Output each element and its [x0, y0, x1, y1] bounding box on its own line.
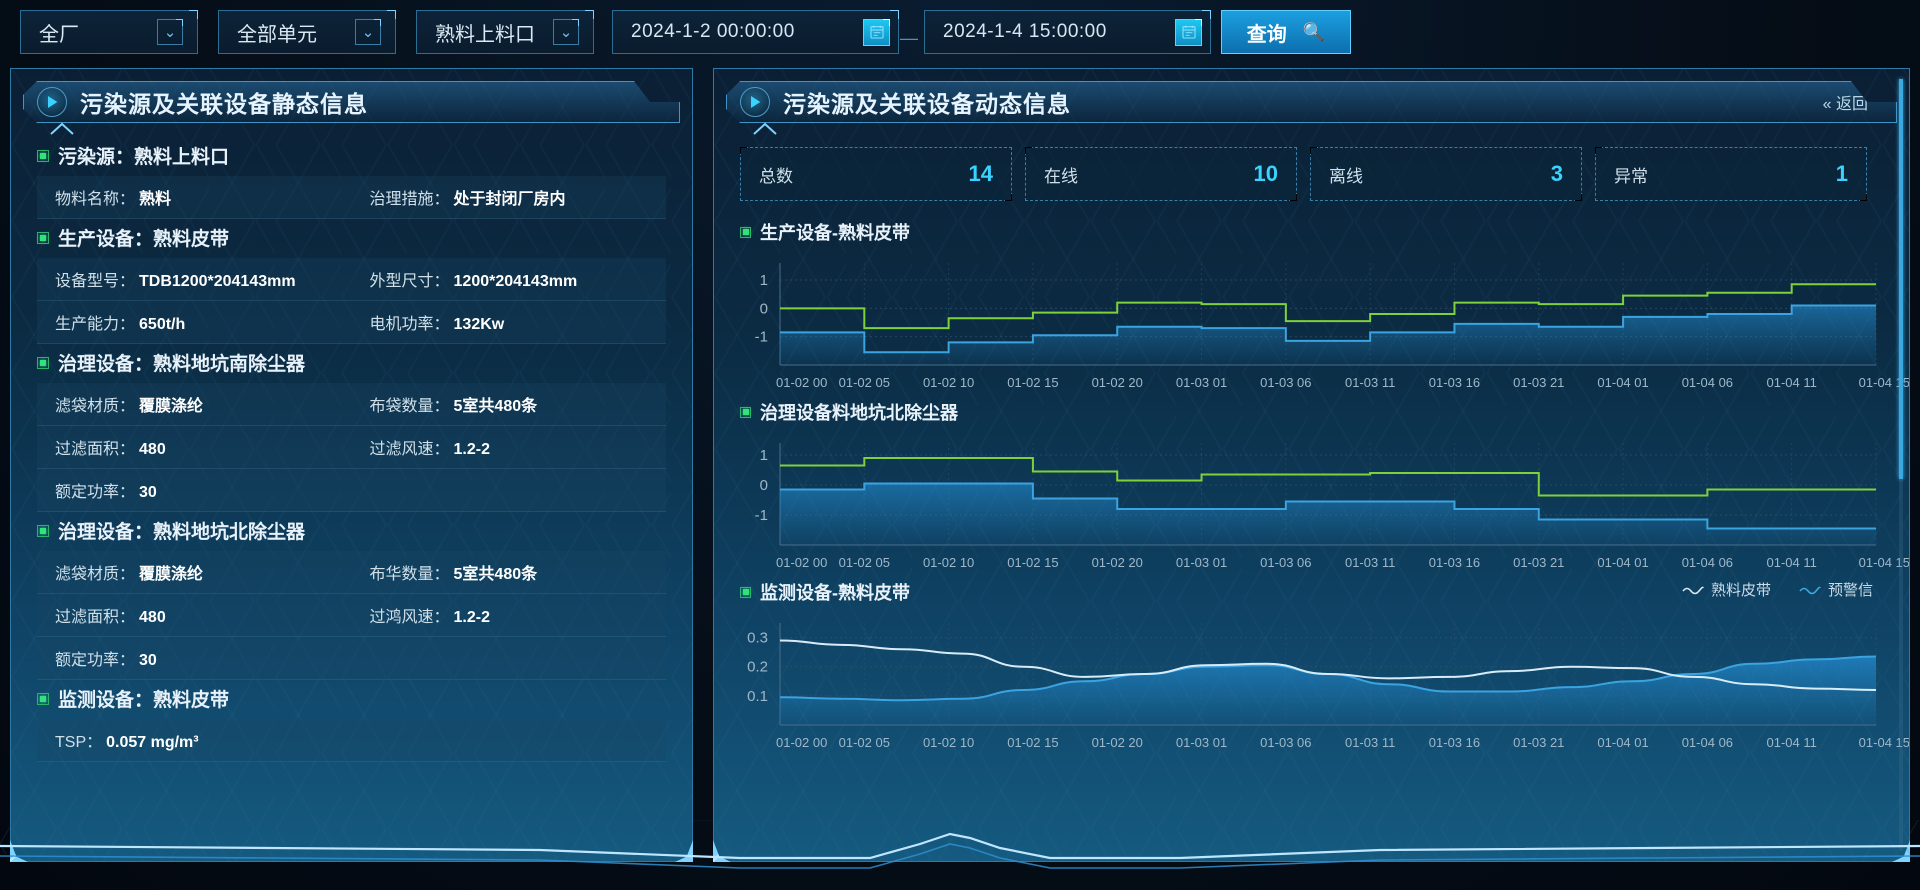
- svg-text:01-03 01: 01-03 01: [1176, 375, 1227, 390]
- svg-text:01-03 11: 01-03 11: [1345, 375, 1395, 390]
- svg-text:01-02 05: 01-02 05: [839, 735, 890, 750]
- svg-text:01-02 10: 01-02 10: [923, 555, 974, 570]
- svg-text:01-02 10: 01-02 10: [923, 375, 974, 390]
- svg-text:01-03 16: 01-03 16: [1429, 555, 1480, 570]
- svg-text:01-02 15: 01-02 15: [1007, 375, 1058, 390]
- svg-text:01-02 20: 01-02 20: [1092, 555, 1143, 570]
- svg-text:01-02 20: 01-02 20: [1092, 735, 1143, 750]
- svg-text:01-03 06: 01-03 06: [1260, 555, 1311, 570]
- svg-text:01-03 21: 01-03 21: [1513, 555, 1564, 570]
- svg-text:01-03 21: 01-03 21: [1513, 735, 1564, 750]
- svg-text:01-03 11: 01-03 11: [1345, 735, 1395, 750]
- svg-text:0: 0: [760, 477, 768, 494]
- svg-text:01-04 01: 01-04 01: [1597, 735, 1648, 750]
- svg-text:01-04 06: 01-04 06: [1682, 375, 1733, 390]
- svg-text:01-02 15: 01-02 15: [1007, 555, 1058, 570]
- svg-text:01-02 20: 01-02 20: [1092, 375, 1143, 390]
- svg-text:01-03 21: 01-03 21: [1513, 375, 1564, 390]
- svg-text:0.3: 0.3: [747, 630, 768, 647]
- svg-text:01-04 01: 01-04 01: [1597, 375, 1648, 390]
- svg-text:1: 1: [760, 272, 768, 289]
- svg-text:-1: -1: [755, 507, 768, 524]
- svg-text:01-02 00: 01-02 00: [776, 555, 827, 570]
- svg-text:1: 1: [760, 447, 768, 464]
- svg-text:01-03 01: 01-03 01: [1176, 735, 1227, 750]
- svg-text:01-03 01: 01-03 01: [1176, 555, 1227, 570]
- svg-text:-1: -1: [755, 329, 768, 346]
- svg-text:01-02 05: 01-02 05: [839, 375, 890, 390]
- svg-text:01-03 16: 01-03 16: [1429, 375, 1480, 390]
- svg-text:01-03 06: 01-03 06: [1260, 735, 1311, 750]
- svg-text:01-03 06: 01-03 06: [1260, 375, 1311, 390]
- svg-text:01-03 11: 01-03 11: [1345, 555, 1395, 570]
- svg-text:01-03 16: 01-03 16: [1429, 735, 1480, 750]
- svg-text:01-04 01: 01-04 01: [1597, 555, 1648, 570]
- svg-text:01-02 05: 01-02 05: [839, 555, 890, 570]
- svg-text:01-04 06: 01-04 06: [1682, 735, 1733, 750]
- svg-text:0: 0: [760, 300, 768, 317]
- svg-text:01-04 11: 01-04 11: [1767, 555, 1817, 570]
- svg-text:01-04 11: 01-04 11: [1767, 735, 1817, 750]
- svg-text:01-04 06: 01-04 06: [1682, 555, 1733, 570]
- svg-text:0.1: 0.1: [747, 688, 768, 705]
- svg-text:01-02 10: 01-02 10: [923, 735, 974, 750]
- svg-text:01-02 00: 01-02 00: [776, 735, 827, 750]
- svg-text:0.2: 0.2: [747, 659, 768, 676]
- svg-text:01-02 00: 01-02 00: [776, 375, 827, 390]
- svg-text:01-02 15: 01-02 15: [1007, 735, 1058, 750]
- svg-text:01-04 11: 01-04 11: [1767, 375, 1817, 390]
